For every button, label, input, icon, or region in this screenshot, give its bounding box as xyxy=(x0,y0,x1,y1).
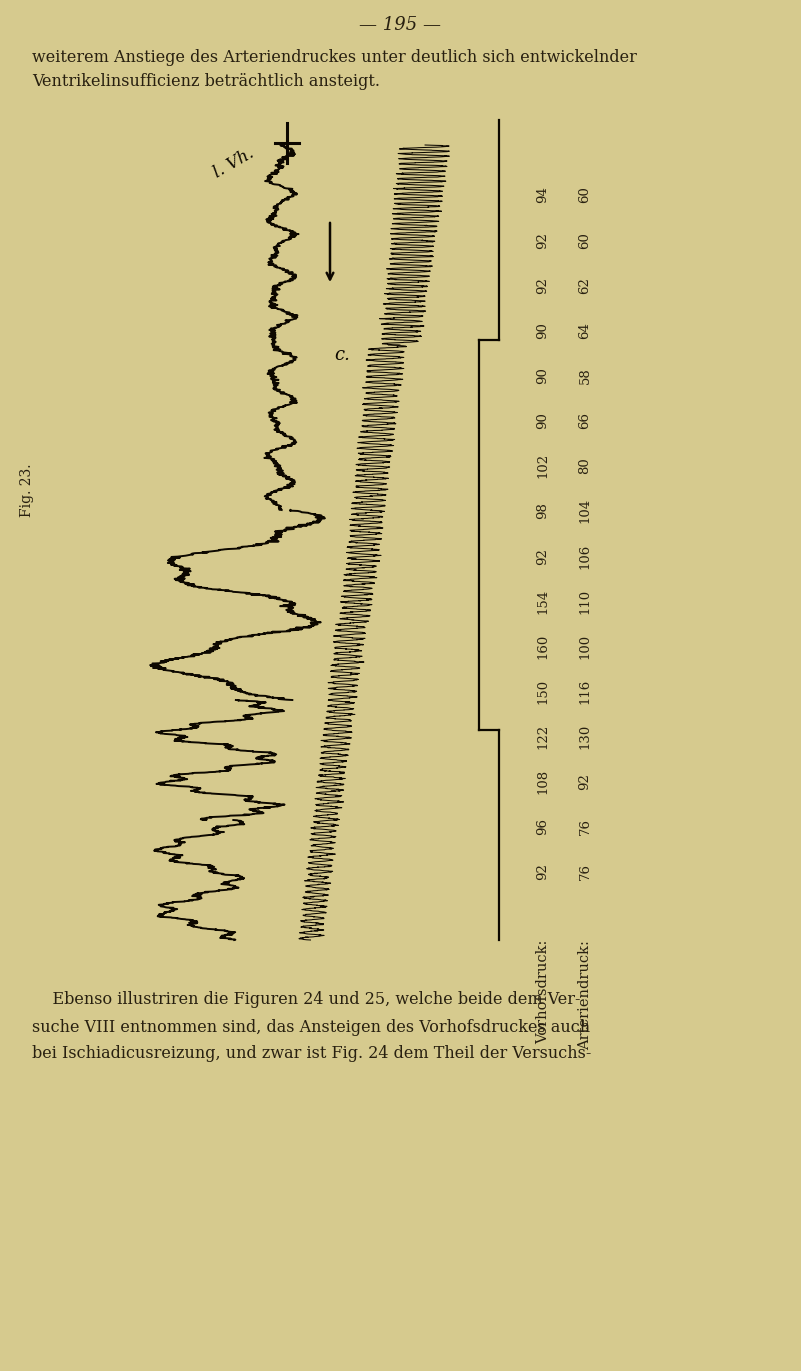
Text: 92: 92 xyxy=(537,864,549,880)
Text: suche VIII entnommen sind, das Ansteigen des Vorhofsdruckes auch: suche VIII entnommen sind, das Ansteigen… xyxy=(32,1019,590,1035)
Text: 122: 122 xyxy=(537,724,549,749)
Text: 92: 92 xyxy=(537,277,549,293)
Text: 62: 62 xyxy=(578,277,591,293)
Text: 64: 64 xyxy=(578,322,591,339)
Text: l. Vh.: l. Vh. xyxy=(211,145,257,181)
Text: 102: 102 xyxy=(537,454,549,478)
Text: 110: 110 xyxy=(578,588,591,614)
Text: Vorhofsdruck:: Vorhofsdruck: xyxy=(536,941,550,1045)
Text: bei Ischiadicusreizung, und zwar ist Fig. 24 dem Theil der Versuchs-: bei Ischiadicusreizung, und zwar ist Fig… xyxy=(32,1046,591,1063)
Text: 108: 108 xyxy=(537,769,549,794)
Text: Ventrikelinsufficienz beträchtlich ansteigt.: Ventrikelinsufficienz beträchtlich anste… xyxy=(32,74,380,90)
Text: — 195 —: — 195 — xyxy=(359,16,441,34)
Text: 116: 116 xyxy=(578,679,591,705)
Text: Ebenso illustriren die Figuren 24 und 25, welche beide dem Ver-: Ebenso illustriren die Figuren 24 und 25… xyxy=(32,991,581,1009)
Text: 92: 92 xyxy=(578,773,591,790)
Text: 160: 160 xyxy=(537,633,549,659)
Text: Arteriendruck:: Arteriendruck: xyxy=(578,941,592,1050)
Text: Fig. 23.: Fig. 23. xyxy=(20,463,34,517)
Text: 90: 90 xyxy=(537,413,549,429)
Text: 154: 154 xyxy=(537,588,549,614)
Text: 60: 60 xyxy=(578,186,591,203)
Text: 66: 66 xyxy=(578,413,591,429)
Text: 96: 96 xyxy=(537,818,549,835)
Text: 98: 98 xyxy=(537,503,549,520)
Text: 90: 90 xyxy=(537,322,549,339)
Text: weiterem Anstiege des Arteriendruckes unter deutlich sich entwickelnder: weiterem Anstiege des Arteriendruckes un… xyxy=(32,49,637,67)
Text: 92: 92 xyxy=(537,547,549,565)
Text: 100: 100 xyxy=(578,633,591,659)
Text: 92: 92 xyxy=(537,232,549,248)
Text: 58: 58 xyxy=(578,367,591,384)
Text: 76: 76 xyxy=(578,864,591,880)
Text: 76: 76 xyxy=(578,818,591,835)
Text: 60: 60 xyxy=(578,232,591,248)
Text: 130: 130 xyxy=(578,724,591,749)
Text: 106: 106 xyxy=(578,543,591,569)
Text: c.: c. xyxy=(334,345,350,363)
Text: 104: 104 xyxy=(578,499,591,524)
Text: 90: 90 xyxy=(537,367,549,384)
Text: 80: 80 xyxy=(578,458,591,474)
Text: 94: 94 xyxy=(537,186,549,203)
Text: 150: 150 xyxy=(537,679,549,705)
